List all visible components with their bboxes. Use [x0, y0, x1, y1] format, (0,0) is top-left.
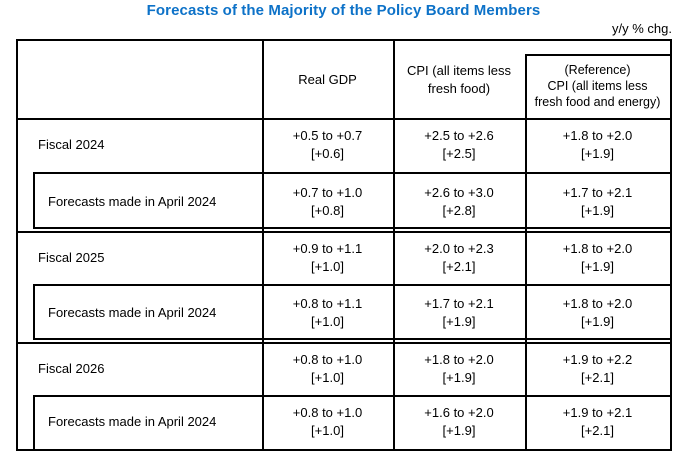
- subrow-label: Forecasts made in April 2024: [48, 193, 217, 209]
- cell-fiscal-2024-april-ref: +1.7 to +2.1 [+1.9]: [525, 172, 670, 231]
- row-label-fiscal-2026-april: Forecasts made in April 2024: [33, 395, 262, 449]
- cell-fiscal-2025-gdp: +0.9 to +1.1 [+1.0]: [262, 231, 393, 284]
- forecast-range: +0.5 to +0.7: [292, 128, 363, 143]
- group-divider: [18, 342, 670, 344]
- column-divider: [525, 54, 527, 449]
- forecast-median: [+2.5]: [442, 146, 476, 161]
- forecast-median: [+1.9]: [581, 258, 614, 274]
- forecast-range: +1.8 to +2.0: [562, 240, 633, 256]
- forecast-median: [+1.0]: [311, 314, 344, 329]
- forecast-median: [+1.0]: [311, 369, 344, 385]
- forecast-median: [+2.1]: [442, 258, 476, 274]
- cell-fiscal-2026-april-cpi: +1.6 to +2.0 [+1.9]: [393, 395, 525, 449]
- fiscal-year-label: Fiscal 2024: [38, 137, 105, 152]
- cell-fiscal-2026-cpi: +1.8 to +2.0 [+1.9]: [393, 342, 525, 395]
- reference-box-top-rule: [525, 54, 670, 56]
- forecast-table: Real GDP CPI (all items less fresh food)…: [16, 39, 672, 451]
- subrow-bottom-border: [33, 227, 670, 229]
- subrow-top-border: [33, 172, 670, 174]
- forecast-median: [+1.0]: [311, 423, 344, 438]
- forecast-range: +0.9 to +1.1: [292, 240, 363, 256]
- forecast-median: [+1.9]: [442, 423, 476, 438]
- header-cpi-reference-box: (Reference) CPI (all items less fresh fo…: [525, 54, 670, 118]
- row-label-fiscal-2025-april: Forecasts made in April 2024: [33, 284, 262, 342]
- row-label-fiscal-2024: Fiscal 2024: [18, 118, 262, 172]
- header-reference-line3: fresh food and energy): [534, 95, 661, 109]
- row-label-fiscal-2024-april: Forecasts made in April 2024: [33, 172, 262, 231]
- header-cpi: CPI (all items less fresh food): [393, 41, 525, 118]
- forecast-median: [+1.9]: [581, 314, 614, 329]
- cell-fiscal-2026-ref: +1.9 to +2.2 [+2.1]: [525, 342, 670, 395]
- forecast-range: +1.8 to +2.0: [424, 351, 494, 367]
- forecast-range: +1.9 to +2.1: [562, 405, 633, 420]
- cell-fiscal-2024-april-gdp: +0.7 to +1.0 [+0.8]: [262, 172, 393, 231]
- forecast-range: +0.7 to +1.0: [292, 184, 363, 200]
- forecast-range: +1.7 to +2.1: [562, 184, 633, 200]
- subrow-top-border: [33, 284, 670, 286]
- header-reference-line2: CPI (all items less: [547, 79, 648, 93]
- forecast-range: +2.6 to +3.0: [424, 184, 494, 200]
- forecast-range: +2.0 to +2.3: [424, 240, 494, 256]
- header-cpi-line1: CPI (all items less: [406, 62, 512, 78]
- page-title: Forecasts of the Majority of the Policy …: [146, 2, 541, 19]
- forecast-median: [+1.0]: [311, 258, 344, 274]
- forecast-range: +1.9 to +2.2: [562, 351, 633, 367]
- forecast-median: [+1.9]: [442, 369, 476, 385]
- subrow-bottom-border: [33, 338, 670, 340]
- subrow-label: Forecasts made in April 2024: [48, 414, 217, 429]
- unit-label: y/y % chg.: [612, 21, 672, 36]
- forecast-range: +2.5 to +2.6: [424, 128, 494, 143]
- cell-fiscal-2024-ref: +1.8 to +2.0 [+1.9]: [525, 118, 670, 172]
- row-label-fiscal-2025: Fiscal 2025: [18, 231, 262, 284]
- forecast-median: [+1.9]: [581, 146, 614, 161]
- header-real-gdp-label: Real GDP: [298, 71, 357, 87]
- row-label-fiscal-2026: Fiscal 2026: [18, 342, 262, 395]
- forecast-range: +1.8 to +2.0: [562, 296, 633, 311]
- cell-fiscal-2026-april-gdp: +0.8 to +1.0 [+1.0]: [262, 395, 393, 449]
- forecast-median: [+0.6]: [311, 146, 344, 161]
- forecast-median: [+1.9]: [581, 202, 614, 218]
- forecast-median: [+2.1]: [581, 369, 614, 385]
- forecast-median: [+0.8]: [311, 202, 344, 218]
- header-real-gdp: Real GDP: [262, 41, 393, 118]
- cell-fiscal-2026-april-ref: +1.9 to +2.1 [+2.1]: [525, 395, 670, 449]
- cell-fiscal-2025-april-ref: +1.8 to +2.0 [+1.9]: [525, 284, 670, 342]
- forecast-median: [+1.9]: [442, 314, 476, 329]
- cell-fiscal-2025-april-cpi: +1.7 to +2.1 [+1.9]: [393, 284, 525, 342]
- cell-fiscal-2025-ref: +1.8 to +2.0 [+1.9]: [525, 231, 670, 284]
- header-reference-line1: (Reference): [564, 63, 631, 77]
- header-bottom-rule: [18, 118, 670, 120]
- column-divider: [262, 41, 264, 449]
- subrow-left-border: [33, 172, 35, 228]
- forecast-range: +1.8 to +2.0: [562, 128, 633, 143]
- subrow-top-border: [33, 395, 670, 397]
- cell-fiscal-2025-cpi: +2.0 to +2.3 [+2.1]: [393, 231, 525, 284]
- cell-fiscal-2026-gdp: +0.8 to +1.0 [+1.0]: [262, 342, 393, 395]
- group-divider: [18, 231, 670, 233]
- subrow-left-border: [33, 284, 35, 339]
- subrow-left-border: [33, 395, 35, 449]
- fiscal-year-label: Fiscal 2025: [38, 249, 105, 265]
- forecast-range: +1.6 to +2.0: [424, 405, 494, 420]
- cell-fiscal-2025-april-gdp: +0.8 to +1.1 [+1.0]: [262, 284, 393, 342]
- forecast-median: [+2.1]: [581, 423, 614, 438]
- forecast-median: [+2.8]: [442, 202, 476, 218]
- forecast-range: +0.8 to +1.0: [292, 351, 363, 367]
- cell-fiscal-2024-gdp: +0.5 to +0.7 [+0.6]: [262, 118, 393, 172]
- cell-fiscal-2024-cpi: +2.5 to +2.6 [+2.5]: [393, 118, 525, 172]
- forecast-range: +0.8 to +1.0: [292, 405, 363, 420]
- fiscal-year-label: Fiscal 2026: [38, 360, 105, 376]
- subrow-label: Forecasts made in April 2024: [48, 305, 217, 320]
- header-cpi-line2: fresh food): [427, 80, 491, 96]
- column-divider: [393, 41, 395, 449]
- forecast-range: +0.8 to +1.1: [292, 296, 363, 311]
- forecast-range: +1.7 to +2.1: [424, 296, 494, 311]
- cell-fiscal-2024-april-cpi: +2.6 to +3.0 [+2.8]: [393, 172, 525, 231]
